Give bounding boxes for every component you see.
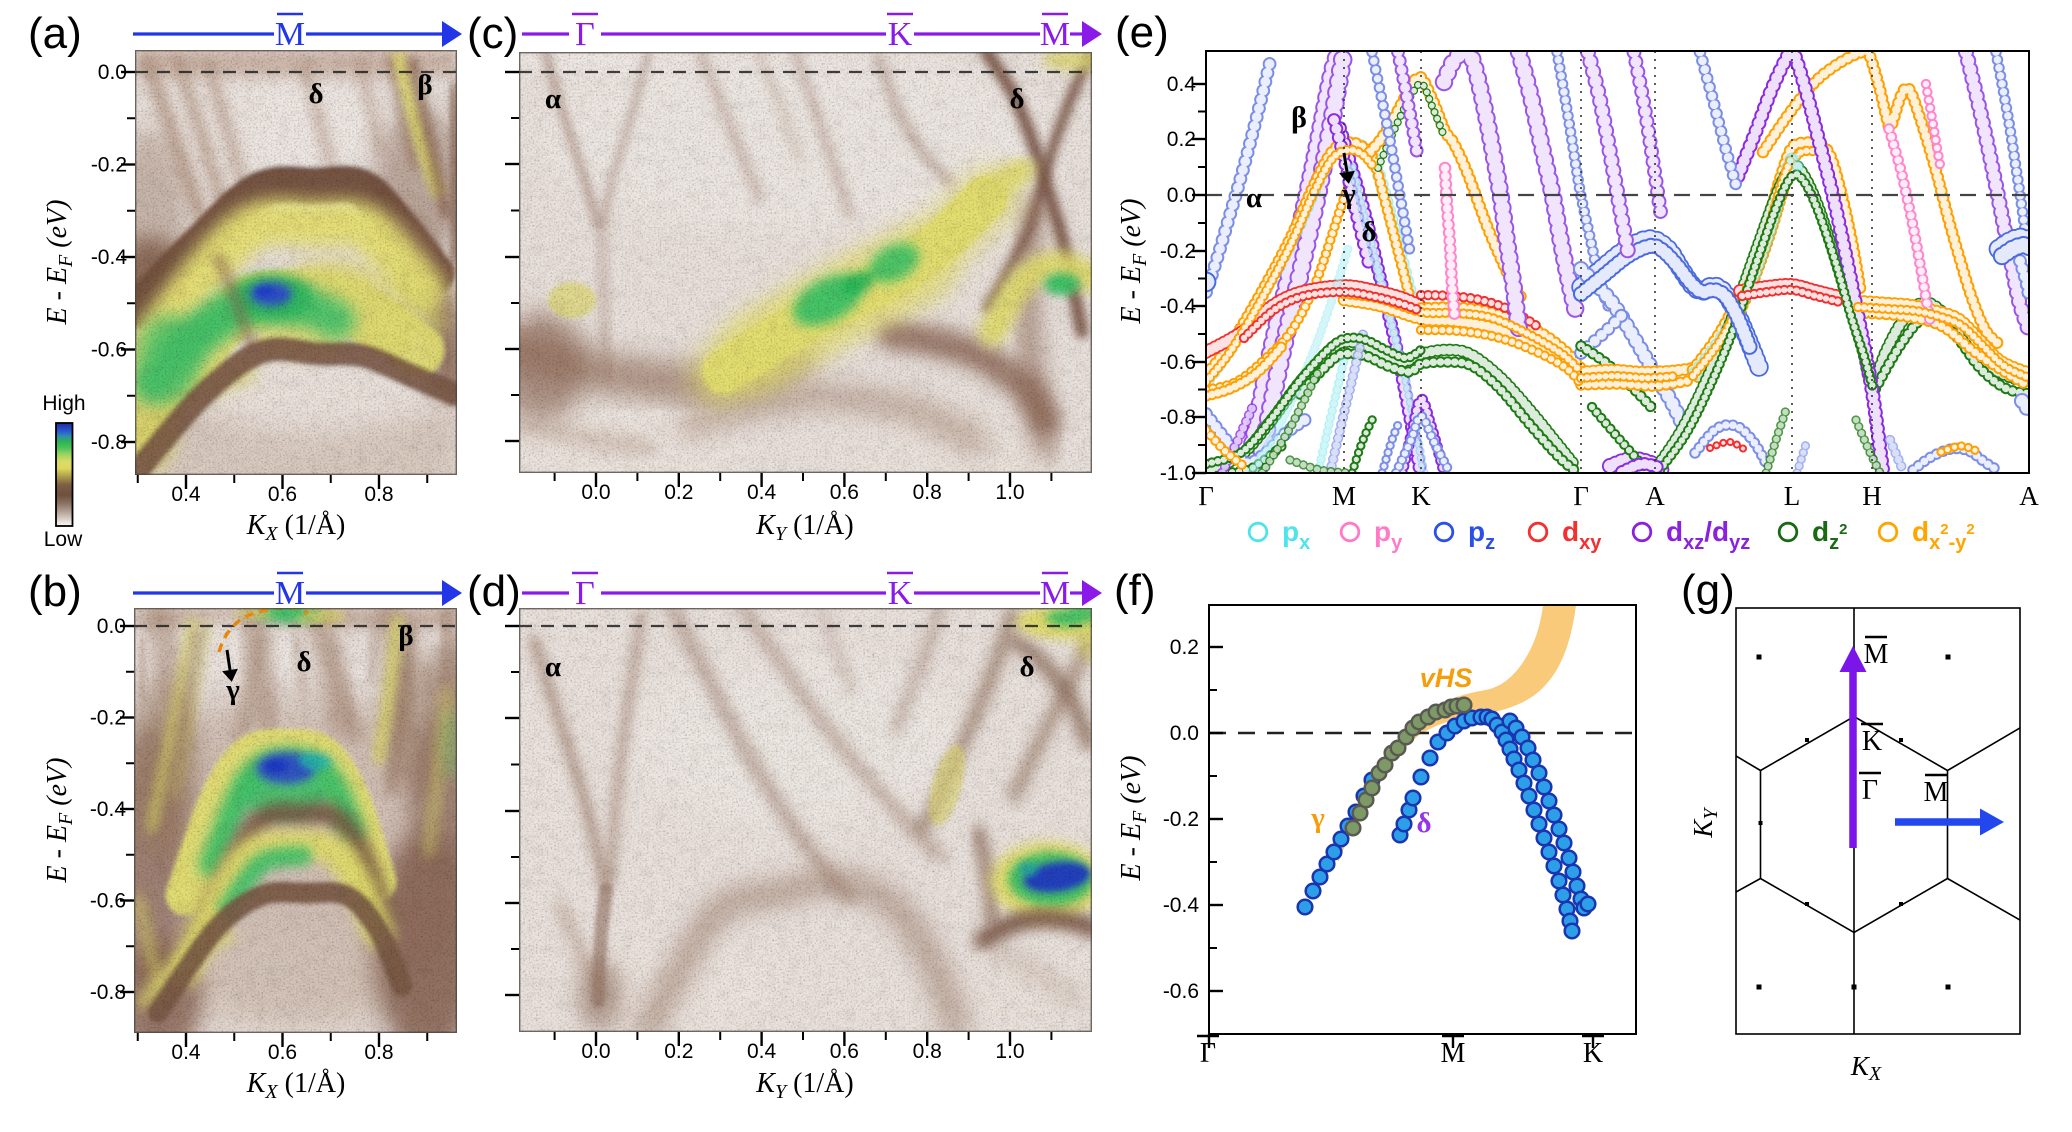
svg-text:H: H <box>1862 481 1882 511</box>
svg-text:-0.2: -0.2 <box>1160 240 1196 263</box>
svg-text:β: β <box>1291 101 1307 134</box>
svg-text:0.6: 0.6 <box>268 1041 297 1064</box>
svg-text:M: M <box>1332 481 1356 511</box>
svg-text:0.0: 0.0 <box>97 615 126 638</box>
svg-text:Γ: Γ <box>575 16 595 53</box>
svg-text:Γ: Γ <box>1862 775 1878 806</box>
svg-text:β: β <box>398 620 413 652</box>
svg-text:-0.6: -0.6 <box>90 890 126 913</box>
svg-text:α: α <box>545 83 561 115</box>
svg-text:0.2: 0.2 <box>1170 636 1199 659</box>
svg-text:0.0: 0.0 <box>98 61 127 84</box>
svg-text:-0.6: -0.6 <box>1163 980 1199 1003</box>
svg-text:0.6: 0.6 <box>268 483 297 506</box>
svg-text:K: K <box>888 575 913 612</box>
svg-text:A: A <box>2019 481 2039 511</box>
svg-text:0.0: 0.0 <box>1167 184 1196 207</box>
svg-text:M: M <box>1040 575 1070 612</box>
svg-text:0.8: 0.8 <box>913 481 942 504</box>
svg-text:M: M <box>1040 16 1070 53</box>
svg-text:KX (1/Å): KX (1/Å) <box>246 1068 346 1103</box>
svg-text:0.4: 0.4 <box>747 1040 777 1063</box>
svg-text:A: A <box>1645 481 1665 511</box>
svg-text:Γ: Γ <box>575 575 595 612</box>
svg-text:0.4: 0.4 <box>171 483 201 506</box>
svg-text:K: K <box>888 16 913 53</box>
svg-text:δ: δ <box>1416 807 1431 839</box>
svg-text:δ: δ <box>1009 83 1024 115</box>
svg-text:0.2: 0.2 <box>664 481 693 504</box>
svg-text:α: α <box>1246 182 1262 214</box>
svg-text:γ: γ <box>225 674 240 706</box>
svg-text:(e): (e) <box>1115 8 1169 57</box>
svg-text:α: α <box>545 651 561 683</box>
svg-text:-0.6: -0.6 <box>91 339 127 362</box>
svg-text:-0.2: -0.2 <box>90 707 126 730</box>
svg-text:M: M <box>1441 1038 1466 1069</box>
svg-text:(b): (b) <box>28 567 82 616</box>
svg-text:K: K <box>1862 726 1882 757</box>
svg-text:KY: KY <box>1688 807 1722 839</box>
svg-text:0.8: 0.8 <box>913 1040 942 1063</box>
svg-text:-0.8: -0.8 <box>91 431 127 454</box>
svg-text:δ: δ <box>1019 651 1034 683</box>
svg-text:-0.8: -0.8 <box>90 981 126 1004</box>
svg-text:0.8: 0.8 <box>364 1041 393 1064</box>
svg-text:KX: KX <box>1850 1051 1882 1085</box>
svg-text:0.4: 0.4 <box>1167 73 1197 96</box>
svg-text:-0.4: -0.4 <box>1160 295 1197 318</box>
svg-text:(f): (f) <box>1114 566 1156 615</box>
svg-text:(a): (a) <box>28 9 82 58</box>
svg-text:0.0: 0.0 <box>581 1040 610 1063</box>
svg-text:δ: δ <box>308 78 323 110</box>
svg-text:1.0: 1.0 <box>995 481 1024 504</box>
svg-text:0.2: 0.2 <box>664 1040 693 1063</box>
svg-text:K: K <box>1411 481 1431 511</box>
svg-text:M: M <box>1864 639 1889 670</box>
svg-text:KY (1/Å): KY (1/Å) <box>755 510 853 545</box>
svg-text:γ: γ <box>1341 178 1356 210</box>
svg-text:0.8: 0.8 <box>364 483 393 506</box>
svg-text:1.0: 1.0 <box>995 1040 1024 1063</box>
svg-text:-0.8: -0.8 <box>1160 406 1196 429</box>
svg-text:-0.6: -0.6 <box>1160 351 1196 374</box>
svg-text:-0.4: -0.4 <box>1163 894 1200 917</box>
svg-text:(c): (c) <box>467 9 518 58</box>
svg-text:vHS: vHS <box>1420 663 1473 693</box>
svg-text:δ: δ <box>296 646 311 678</box>
svg-text:Low: Low <box>44 528 83 551</box>
svg-text:E - EF (eV): E - EF (eV) <box>1116 199 1151 325</box>
svg-text:γ: γ <box>1310 802 1325 834</box>
svg-text:K: K <box>1583 1038 1603 1069</box>
svg-text:KY (1/Å): KY (1/Å) <box>755 1068 853 1103</box>
svg-text:M: M <box>275 16 305 53</box>
svg-text:-0.2: -0.2 <box>1163 808 1199 831</box>
svg-text:0.6: 0.6 <box>830 1040 859 1063</box>
svg-text:Γ: Γ <box>1198 481 1214 511</box>
svg-text:-0.4: -0.4 <box>91 246 128 269</box>
svg-text:KX (1/Å): KX (1/Å) <box>246 510 346 545</box>
svg-text:0.2: 0.2 <box>1167 128 1196 151</box>
svg-text:M: M <box>275 575 305 612</box>
svg-text:0.4: 0.4 <box>747 481 777 504</box>
svg-text:High: High <box>42 392 85 415</box>
svg-text:(d): (d) <box>467 567 521 616</box>
svg-text:-0.2: -0.2 <box>91 154 127 177</box>
svg-text:β: β <box>417 69 432 101</box>
svg-text:-0.4: -0.4 <box>90 798 127 821</box>
svg-text:Γ: Γ <box>1200 1038 1216 1069</box>
svg-text:M: M <box>1924 777 1949 808</box>
svg-text:(g): (g) <box>1681 566 1735 615</box>
svg-text:E - EF (eV): E - EF (eV) <box>42 200 77 326</box>
svg-text:δ: δ <box>1361 216 1376 248</box>
svg-text:Γ: Γ <box>1573 481 1589 511</box>
svg-text:-1.0: -1.0 <box>1160 462 1196 485</box>
svg-text:0.0: 0.0 <box>1170 722 1199 745</box>
svg-text:L: L <box>1784 481 1801 511</box>
svg-text:0.0: 0.0 <box>581 481 610 504</box>
svg-text:0.6: 0.6 <box>830 481 859 504</box>
svg-text:0.4: 0.4 <box>171 1041 201 1064</box>
